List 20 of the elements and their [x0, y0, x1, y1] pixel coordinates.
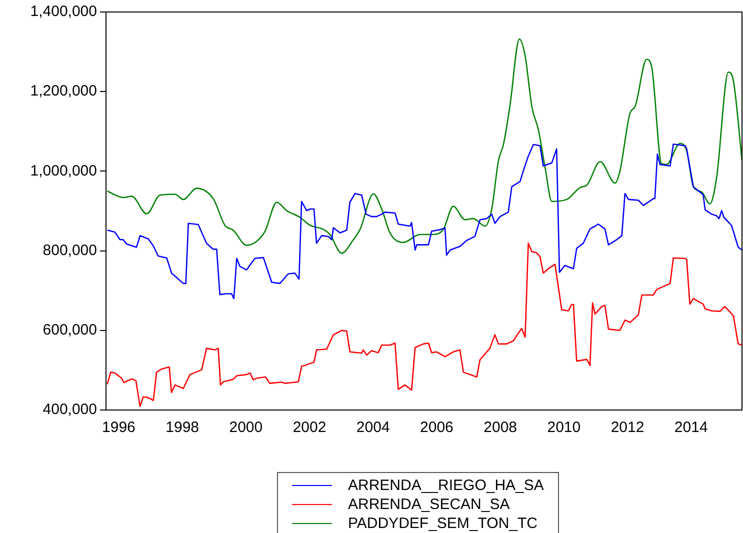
x-tick-label: 2000: [229, 419, 263, 436]
x-tick-label: 2014: [674, 419, 708, 436]
legend-label: PADDYDEF_SEM_TON_TC: [348, 514, 538, 532]
y-tick-label: 600,000: [42, 322, 97, 339]
y-tick-label: 400,000: [42, 401, 97, 418]
legend-label: ARRENDA_SECAN_SA: [348, 496, 510, 514]
x-tick-label: 1998: [166, 419, 200, 436]
x-tick-label: 2012: [610, 419, 644, 436]
x-tick-label: 2002: [292, 419, 326, 436]
x-tick-label: 2008: [484, 419, 518, 436]
y-tick-label: 1,400,000: [30, 3, 97, 20]
y-tick-label: 1,000,000: [30, 162, 97, 180]
x-tick-label: 2004: [356, 419, 390, 436]
legend-label: ARRENDA__RIEGO_HA_SA: [348, 476, 544, 494]
line-series: [106, 38, 742, 254]
y-tick-label: 1,200,000: [30, 82, 97, 100]
x-tick-label: 2010: [547, 419, 581, 436]
x-tick-label: 1996: [102, 419, 136, 436]
y-tick-label: 800,000: [42, 242, 97, 259]
x-tick-label: 2006: [420, 419, 454, 436]
